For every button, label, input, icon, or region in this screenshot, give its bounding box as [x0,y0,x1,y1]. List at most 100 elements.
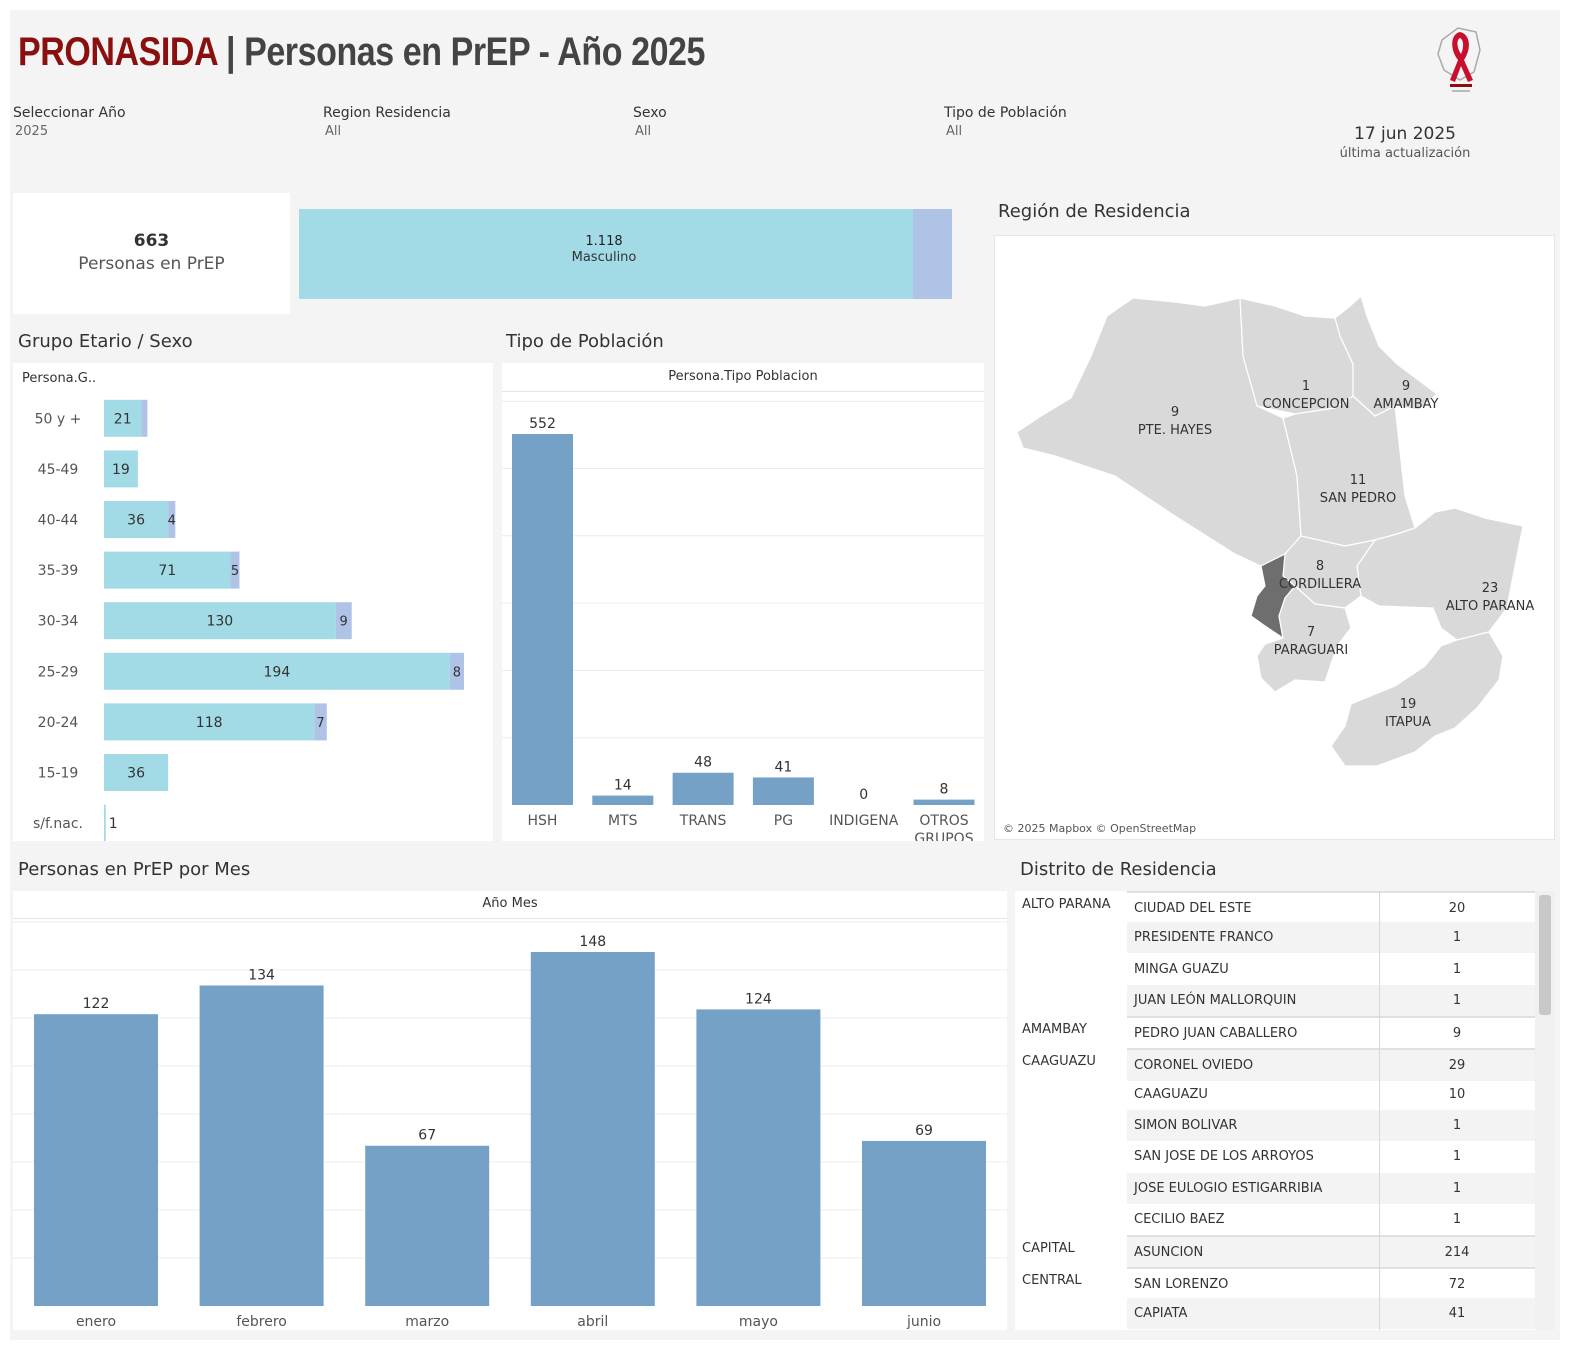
district-value-cell: 1 [1452,1118,1462,1134]
age-axis-label: 30-34 [38,614,79,630]
age-bar-female[interactable] [141,399,148,437]
monthly-title: Personas en PrEP por Mes [18,859,251,880]
population-bar[interactable] [672,772,734,805]
population-bar[interactable] [913,799,975,805]
population-bar[interactable] [512,434,573,805]
age-bar-female[interactable] [230,551,240,589]
age-bar-female[interactable] [314,703,327,741]
age-bar-male-label: 36 [127,513,145,529]
monthly-axis-label: marzo [405,1314,449,1330]
kpi-card: 663 Personas en PrEP [13,193,290,314]
filter-region[interactable]: Region Residencia All [323,105,451,139]
population-bar[interactable] [752,777,814,805]
map-region-name: ALTO PARANA [1446,599,1535,614]
monthly-bar[interactable] [530,952,655,1306]
district-table[interactable]: CIUDAD DEL ESTE 20 ALTO PARANA PRESIDENTE F… [1015,891,1555,1330]
population-header-divider [502,391,984,392]
age-axis-label: 45-49 [38,462,79,478]
district-name-cell: SAN LORENZO [1134,1276,1229,1292]
filter-year-label: Seleccionar Año [13,105,126,121]
age-bar-male[interactable] [104,450,138,488]
map-region-value: 1 [1302,379,1310,394]
sex-bar-male-segment[interactable] [299,209,913,299]
district-name-cell: CIUDAD DEL ESTE [1134,901,1252,916]
table-row[interactable]: PEDRO JUAN CABALLERO 9 [1015,1016,1535,1049]
district-name-cell: CAPIATA [1134,1305,1188,1321]
monthly-bar[interactable] [696,1009,821,1306]
filter-sex-value[interactable]: All [635,124,652,139]
district-scrollbar-thumb[interactable] [1539,895,1551,1015]
pronasida-logo [1430,20,1490,100]
district-region-bg [1015,1141,1127,1173]
table-row[interactable]: CECILIO BAEZ 1 [1015,1204,1535,1235]
sex-bar[interactable]: 1.118 Masculino [299,209,952,299]
age-bar-female[interactable] [449,652,464,690]
age-bar-male[interactable] [104,551,231,589]
map-region-name: PTE. HAYES [1138,423,1212,438]
age-bar-male[interactable] [104,804,106,841]
district-region-bg [1015,891,1127,923]
district-region-bg [1015,1172,1127,1204]
age-bar-female-label: 4 [168,514,176,529]
age-bar-female[interactable] [168,501,176,538]
monthly-axis-label: enero [76,1314,116,1330]
sex-bar-text: 1.118 Masculino [299,234,909,265]
map-attribution: © 2025 Mapbox © OpenStreetMap [1003,822,1197,835]
district-region-bg [1015,1297,1127,1330]
age-bar-male[interactable] [104,501,169,538]
age-axis-label: 35-39 [38,563,79,579]
district-region-cell: AMAMBAY [1022,1022,1087,1038]
table-row[interactable]: SAN JOSE DE LOS ARROYOS 1 [1015,1141,1535,1172]
monthly-value-label: 124 [745,991,772,1007]
district-region-bg [1015,1016,1127,1048]
age-bar-male-label: 1 [109,816,118,832]
map-region-value: 23 [1482,581,1499,596]
population-axis-label: GRUPOS [914,831,973,841]
table-row[interactable]: SAN LORENZO 72 [1015,1266,1535,1300]
table-row[interactable]: CIUDAD DEL ESTE 20 [1015,891,1535,924]
table-row[interactable]: MINGA GUAZU 1 [1015,954,1535,985]
map-region-value: 9 [1402,379,1410,394]
district-scrollbar[interactable] [1535,891,1555,1330]
monthly-bar[interactable] [34,1014,158,1306]
population-bar[interactable] [592,795,654,805]
monthly-axis-label: junio [906,1314,941,1330]
age-bar-male[interactable] [104,602,336,640]
filter-population-value[interactable]: All [946,124,963,139]
monthly-axis-label: febrero [236,1314,287,1330]
district-region-cell: CAAGUAZU [1022,1053,1096,1069]
table-row[interactable]: CAAGUAZU 10 [1015,1079,1535,1110]
age-bar-male[interactable] [104,703,315,741]
population-value-label: 552 [529,416,556,432]
filter-year[interactable]: Seleccionar Año 2025 [13,105,126,139]
filter-sex[interactable]: Sexo All [633,105,667,139]
population-title: Tipo de Población [506,331,664,352]
district-value-cell: 1 [1452,1149,1462,1165]
monthly-bar[interactable] [862,1140,986,1306]
district-value-cell: 72 [1448,1276,1466,1292]
monthly-header-divider [13,918,1007,919]
filter-year-value[interactable]: 2025 [15,124,49,139]
district-value-cell: 1 [1452,961,1462,977]
filter-region-value[interactable]: All [325,124,342,139]
kpi-value: 663 [133,231,170,251]
age-bar-female[interactable] [335,602,352,640]
age-bar-male[interactable] [104,652,450,690]
age-bar-female-label: 8 [453,665,461,680]
age-bar-male-label: 21 [114,411,132,427]
filter-population[interactable]: Tipo de Población All [944,105,1067,139]
population-chart: 552 HSH 14 MTS 48 TRANS 41 PG 0 INDIGENA 8 OTROS GRU… [502,400,984,841]
age-bar-male[interactable] [104,754,169,791]
region-map[interactable]: 9 PTE. HAYES 1 CONCEPCION 9 AMAMBAY 11 SAN PEDR… [994,235,1555,840]
map-region-value: 8 [1316,559,1324,574]
age-sex-title: Grupo Etario / Sexo [18,331,193,352]
brand-name: PRONASIDA [18,30,217,74]
monthly-bar[interactable] [365,1145,490,1306]
age-bar-male[interactable] [104,399,142,437]
map-region-paraguari [1256,585,1352,693]
monthly-bar[interactable] [199,985,324,1306]
district-value-cell: 10 [1448,1086,1466,1102]
district-name-cell: JUAN LEÓN MALLORQUIN [1134,992,1297,1008]
district-value-cell: 9 [1452,1026,1462,1042]
